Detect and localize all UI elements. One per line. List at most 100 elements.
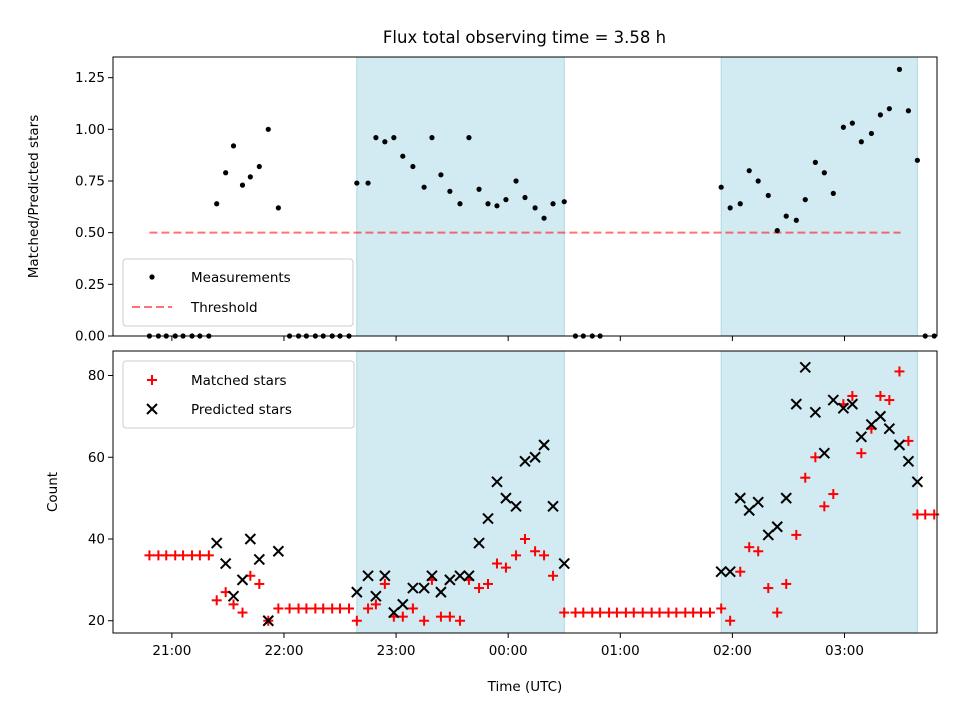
counts-ytick-label: 60 — [88, 450, 105, 466]
measurement-point — [783, 213, 789, 219]
measurement-point — [774, 228, 780, 234]
matched-star-point — [318, 603, 329, 614]
counts-ytick-label: 80 — [88, 368, 105, 384]
matched-star-point — [595, 607, 606, 618]
predicted-star-point — [227, 590, 240, 602]
measurement-point — [513, 178, 519, 184]
counts-legend: Matched stars Predicted stars — [122, 360, 355, 429]
matched-star-point — [800, 472, 811, 483]
matched-star-point — [637, 607, 648, 618]
predicted-star-point — [491, 476, 503, 488]
predicted-star-point — [724, 565, 736, 578]
predicted-star-point — [762, 529, 774, 541]
matched-star-point — [530, 546, 541, 557]
predicted-star-point — [865, 418, 878, 431]
counts-xtick-label: 02:00 — [713, 643, 752, 659]
measurement-point — [541, 215, 547, 221]
predicted-star-point — [893, 439, 906, 451]
matched-star-point — [819, 501, 830, 512]
predicted-star-point — [351, 586, 363, 598]
legend-matched-label: Matched stars — [191, 373, 287, 389]
predicted-star-point — [426, 570, 438, 582]
matched-star-point — [763, 583, 774, 594]
ratio-x-axis-ticks — [171, 336, 846, 341]
matched-star-point — [903, 435, 914, 446]
measurement-point — [849, 120, 855, 126]
measurement-point — [812, 159, 818, 165]
measurement-point — [447, 188, 453, 194]
matched-star-point — [343, 603, 354, 614]
top-span-1 — [721, 57, 918, 336]
measurement-point — [476, 186, 482, 192]
measurement-point — [382, 139, 388, 145]
measurement-point — [886, 106, 892, 112]
measurement-point — [466, 135, 472, 141]
matched-star-point — [474, 583, 485, 594]
measurement-point — [275, 205, 281, 211]
matched-star-point — [628, 607, 639, 618]
predicted-star-point — [855, 431, 868, 443]
counts-legend-box — [122, 360, 355, 429]
predicted-star-point — [482, 512, 494, 525]
predicted-star-point — [902, 455, 915, 468]
matched-star-point — [454, 615, 465, 626]
legend-measurements-marker — [149, 274, 155, 280]
counts-axes-frame — [112, 350, 938, 634]
legend-measurements-label: Measurements — [191, 270, 291, 286]
matched-star-point — [397, 611, 408, 622]
measurement-point — [561, 199, 567, 205]
predicted-star-point — [911, 476, 924, 488]
matched-star-point — [716, 603, 727, 614]
counts-ytick-label: 20 — [88, 613, 105, 629]
predicted-star-point — [500, 492, 512, 504]
ratio-axes-frame — [112, 56, 938, 337]
measurement-point — [239, 182, 246, 188]
measurement-point — [746, 168, 752, 174]
matched-star-point — [178, 550, 189, 561]
ratio-ytick-label: 1.00 — [75, 122, 105, 138]
legend-threshold-label: Threshold — [190, 300, 258, 316]
matched-star-point — [363, 603, 374, 614]
matched-star-point — [500, 562, 511, 573]
matched-star-point — [559, 607, 570, 618]
matched-star-point — [671, 607, 682, 618]
matched-star-point — [144, 550, 155, 561]
predicted-star-point — [818, 447, 831, 459]
measurement-point — [247, 174, 253, 180]
measurement-point — [868, 130, 875, 137]
predicted-star-point — [397, 598, 409, 611]
matched-star-point — [444, 611, 455, 622]
matched-star-point — [810, 452, 821, 463]
measurement-point — [737, 201, 743, 207]
measurement-point — [503, 197, 509, 203]
predicted-star-point — [454, 570, 466, 582]
predicted-star-point — [473, 537, 485, 549]
predicted-star-point — [558, 557, 570, 570]
ratio-legend: Measurements Threshold — [122, 258, 354, 327]
predicted-star-point — [874, 410, 887, 423]
predicted-star-point — [244, 533, 257, 545]
measurement-point — [905, 108, 912, 114]
ratio-ytick-label: 0.75 — [75, 174, 105, 190]
measurement-point — [438, 172, 444, 178]
ratio-ytick-label: 0.00 — [75, 329, 105, 345]
observing-spans-bottom — [356, 351, 918, 633]
matched-star-point — [273, 603, 284, 614]
measurement-point — [840, 124, 846, 130]
measurement-point — [830, 190, 836, 196]
predicted-star-point — [846, 398, 859, 410]
measurement-point — [522, 194, 528, 201]
counts-y-axis-ticks: 20 40 60 80 — [88, 368, 113, 629]
matched-star-point — [875, 390, 886, 401]
measurement-point — [400, 153, 406, 159]
measurement-point — [550, 201, 556, 207]
matched-star-point — [920, 509, 931, 520]
top-span-0 — [356, 57, 565, 336]
bottom-span-1 — [721, 351, 918, 633]
matched-star-point — [284, 603, 295, 614]
counts-ytick-label: 40 — [88, 532, 105, 548]
predicted-stars-points — [210, 361, 924, 627]
matched-star-point — [894, 366, 905, 377]
matched-star-point — [578, 607, 589, 618]
